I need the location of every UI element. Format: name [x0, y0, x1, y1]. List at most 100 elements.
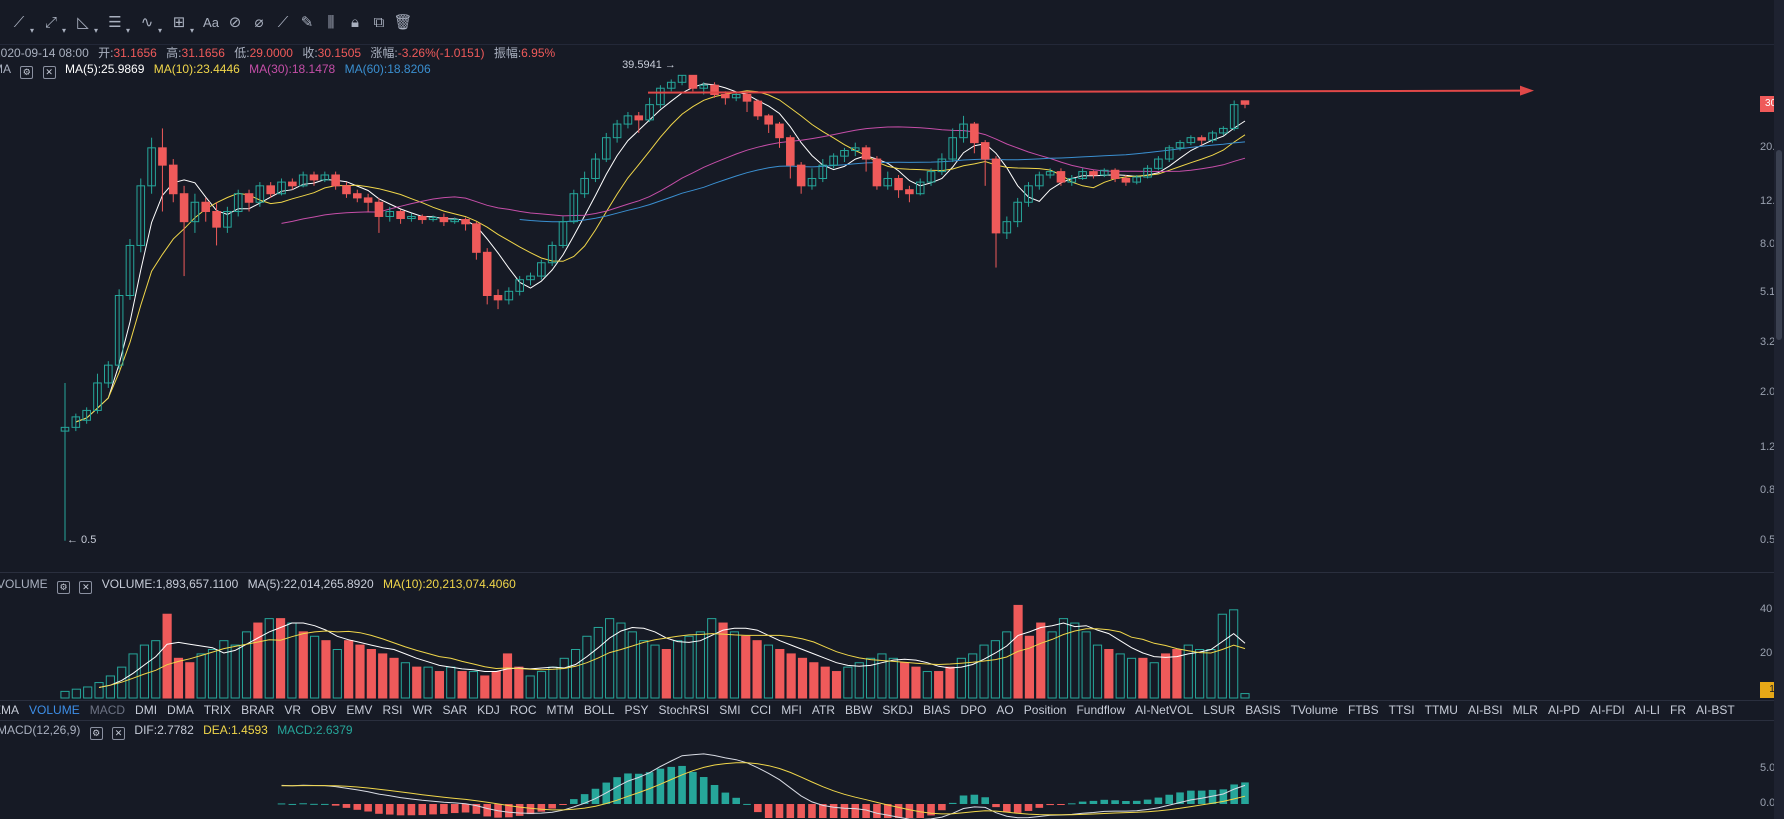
- tab-brar[interactable]: BRAR: [241, 703, 275, 717]
- tab-lsur[interactable]: LSUR: [1203, 703, 1236, 717]
- macd-histogram-bar: [1230, 784, 1238, 804]
- tab-bias[interactable]: BIAS: [923, 703, 951, 717]
- tab-dmi[interactable]: DMI: [135, 703, 158, 717]
- volume-bar: [264, 618, 274, 699]
- tab-skdj[interactable]: SKDJ: [882, 703, 914, 717]
- tab-mlr[interactable]: MLR: [1512, 703, 1538, 717]
- shapes-icon[interactable]: ⊘: [228, 14, 242, 31]
- candles-icon[interactable]: ⫼: [327, 14, 335, 31]
- macd-histogram-bar: [321, 803, 329, 805]
- volume-bar: [1206, 649, 1216, 699]
- tab-fundflow[interactable]: Fundflow: [1076, 703, 1126, 717]
- ray-line-icon[interactable]: ⤢ ▾: [44, 14, 67, 35]
- tab-mtm[interactable]: MTM: [546, 703, 574, 717]
- tab-ao[interactable]: AO: [996, 703, 1014, 717]
- volume-chart[interactable]: [0, 573, 1784, 700]
- brush-icon[interactable]: ✎: [300, 14, 314, 31]
- tab-trix[interactable]: TRIX: [203, 703, 232, 717]
- candle-body: [688, 74, 698, 89]
- macd-histogram-bar: [461, 804, 470, 813]
- candle: [255, 182, 265, 207]
- tab-psy[interactable]: PSY: [624, 703, 649, 717]
- tab-bbw[interactable]: BBW: [845, 703, 873, 717]
- tab-dma[interactable]: DMA: [167, 703, 194, 717]
- tab-ftbs[interactable]: FTBS: [1347, 703, 1379, 717]
- settings-icon[interactable]: ⚙: [89, 727, 103, 740]
- tab-smi[interactable]: SMI: [719, 703, 741, 717]
- tab-ai-fdi[interactable]: AI-FDI: [1589, 703, 1625, 717]
- tab-ai-pd[interactable]: AI-PD: [1547, 703, 1580, 717]
- macd-histogram-bar: [613, 777, 621, 804]
- tab-ai-netvol[interactable]: AI-NetVOL: [1135, 703, 1194, 717]
- volume-bar: [865, 657, 876, 699]
- volume-bar: [536, 671, 547, 699]
- tab-wr[interactable]: WR: [412, 703, 433, 717]
- tab-fr[interactable]: FR: [1670, 703, 1686, 717]
- tab-position[interactable]: Position: [1023, 703, 1067, 717]
- candle-body: [233, 193, 243, 213]
- tab-volume[interactable]: VOLUME: [29, 703, 80, 717]
- settings-icon[interactable]: ⚙: [20, 66, 34, 79]
- scrollbar[interactable]: [1774, 0, 1784, 819]
- macd-dif: DIF:2.7782: [134, 723, 194, 737]
- close-icon[interactable]: ✕: [112, 727, 126, 740]
- candle: [721, 91, 730, 105]
- copy-icon[interactable]: ⧉: [373, 14, 385, 31]
- tab-cci[interactable]: CCI: [750, 703, 772, 717]
- tab-ttsi[interactable]: TTSI: [1388, 703, 1415, 717]
- trend-line-icon[interactable]: ⟋ ▾: [13, 14, 35, 35]
- tab-ema[interactable]: EMA: [0, 703, 20, 717]
- tab-boll[interactable]: BOLL: [583, 703, 615, 717]
- volume-bar: [1115, 653, 1125, 699]
- text-icon[interactable]: Aa: [203, 15, 219, 30]
- ruler-icon[interactable]: ⟋: [277, 14, 289, 31]
- tab-stochrsi[interactable]: StochRSI: [658, 703, 710, 717]
- panel-divider[interactable]: [0, 572, 1784, 573]
- crosshair-box-icon[interactable]: ⊞ ▾: [172, 14, 195, 35]
- resistance-arrow: [647, 89, 1521, 94]
- eraser-icon[interactable]: ⌀: [254, 14, 264, 31]
- candle: [288, 178, 297, 190]
- close-icon[interactable]: ✕: [42, 66, 56, 79]
- trash-icon[interactable]: 🗑︎: [393, 14, 413, 31]
- tab-rsi[interactable]: RSI: [382, 703, 403, 717]
- price-chart[interactable]: [0, 44, 1784, 572]
- wave-icon[interactable]: ∿ ▾: [140, 14, 163, 35]
- tab-macd[interactable]: MACD: [89, 703, 126, 717]
- macd-histogram-bar: [754, 804, 762, 813]
- candle: [212, 202, 221, 246]
- tab-kdj[interactable]: KDJ: [477, 703, 500, 717]
- tab-dpo[interactable]: DPO: [960, 703, 987, 717]
- tab-emv[interactable]: EMV: [346, 703, 373, 717]
- candle-body: [569, 193, 579, 223]
- tab-basis[interactable]: BASIS: [1245, 703, 1281, 717]
- tab-tvolume[interactable]: TVolume: [1290, 703, 1338, 717]
- lock-icon[interactable]: 🔒︎: [351, 14, 359, 31]
- tab-roc[interactable]: ROC: [509, 703, 537, 717]
- candle-body: [1002, 221, 1012, 234]
- ma30-value: MA(30):18.1478: [249, 62, 336, 76]
- tab-sar[interactable]: SAR: [442, 703, 468, 717]
- macd-chart[interactable]: [0, 721, 1784, 819]
- tab-obv[interactable]: OBV: [311, 703, 337, 717]
- tab-ai-bsi[interactable]: AI-BSI: [1467, 703, 1503, 717]
- volume-bar: [400, 662, 410, 699]
- panel-divider[interactable]: [0, 720, 1784, 721]
- tab-ttmu[interactable]: TTMU: [1424, 703, 1458, 717]
- candle-body: [266, 185, 275, 195]
- candle: [591, 153, 600, 183]
- tab-ai-bst[interactable]: AI-BST: [1696, 703, 1735, 717]
- close-label: 收:: [302, 46, 318, 60]
- tab-ai-li[interactable]: AI-LI: [1634, 703, 1660, 717]
- candle-body: [1024, 185, 1033, 203]
- angle-line-icon[interactable]: ◺ ▾: [77, 14, 99, 35]
- settings-icon[interactable]: ⚙: [57, 581, 71, 594]
- scrollbar-thumb[interactable]: [1776, 150, 1782, 340]
- tab-atr[interactable]: ATR: [811, 703, 836, 717]
- tab-vr[interactable]: VR: [284, 703, 302, 717]
- close-icon[interactable]: ✕: [79, 581, 93, 594]
- panel-divider[interactable]: [0, 700, 1784, 701]
- macd-histogram-bar: [1068, 803, 1076, 805]
- tab-mfi[interactable]: MFI: [781, 703, 802, 717]
- horizontal-lines-icon[interactable]: ☰ ▾: [108, 14, 131, 35]
